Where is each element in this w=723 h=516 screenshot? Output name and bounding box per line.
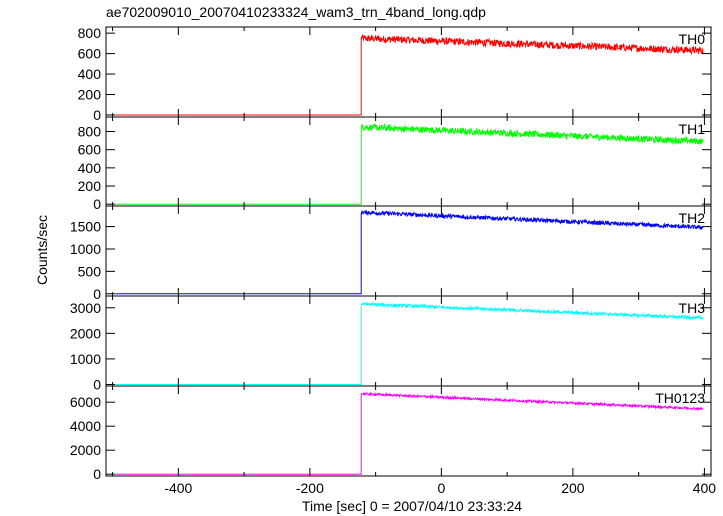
series-line-th2 xyxy=(115,210,704,295)
y-tick-label: 0 xyxy=(93,107,101,123)
series-line-th0123 xyxy=(115,391,703,475)
series-label-th0123: TH0123 xyxy=(655,390,705,406)
x-tick-label: -400 xyxy=(164,480,192,496)
y-tick-label: 1500 xyxy=(70,219,101,235)
y-tick-label: 400 xyxy=(78,160,102,176)
panel-frame xyxy=(105,295,712,387)
y-tick-label: 600 xyxy=(78,142,102,158)
y-tick-label: 500 xyxy=(78,263,102,279)
x-tick-label: 200 xyxy=(561,480,585,496)
panel-frame xyxy=(105,205,712,297)
y-tick-label: 400 xyxy=(78,66,102,82)
y-tick-label: 1000 xyxy=(70,241,101,257)
y-tick-label: 800 xyxy=(78,124,102,140)
x-axis-label: Time [sec] 0 = 2007/04/10 23:33:24 xyxy=(302,498,522,514)
series-label-th2: TH2 xyxy=(679,210,706,226)
panel-frame xyxy=(105,26,712,118)
y-axis-label: Counts/sec xyxy=(34,215,50,285)
y-tick-label: 2000 xyxy=(70,325,101,341)
y-tick-label: 200 xyxy=(78,87,102,103)
series-line-th0 xyxy=(115,34,704,116)
y-tick-label: 200 xyxy=(78,178,102,194)
series-line-th1 xyxy=(115,123,704,205)
y-tick-label: 1000 xyxy=(70,351,101,367)
y-tick-label: 2000 xyxy=(70,442,101,458)
x-tick-label: -200 xyxy=(296,480,324,496)
y-tick-label: 800 xyxy=(78,25,102,41)
series-label-th0: TH0 xyxy=(679,31,706,47)
y-tick-label: 0 xyxy=(93,286,101,302)
series-label-th3: TH3 xyxy=(679,300,706,316)
y-tick-label: 0 xyxy=(93,196,101,212)
y-tick-label: 6000 xyxy=(70,394,101,410)
y-tick-label: 0 xyxy=(93,466,101,482)
y-tick-label: 3000 xyxy=(70,300,101,316)
x-tick-label: 400 xyxy=(693,480,717,496)
y-tick-label: 0 xyxy=(93,376,101,392)
x-tick-label: 0 xyxy=(437,480,445,496)
panels: 0 200 400 600 800 TH0 0 200 400 600 800 TH1 0 500 1000… xyxy=(70,25,716,496)
series-line-th3 xyxy=(115,301,704,385)
y-tick-label: 4000 xyxy=(70,418,101,434)
panel-frame xyxy=(105,385,712,477)
series-label-th1: TH1 xyxy=(679,121,706,137)
chart-title: ae702009010_20070410233324_wam3_trn_4ban… xyxy=(106,4,486,20)
y-tick-label: 600 xyxy=(78,46,102,62)
